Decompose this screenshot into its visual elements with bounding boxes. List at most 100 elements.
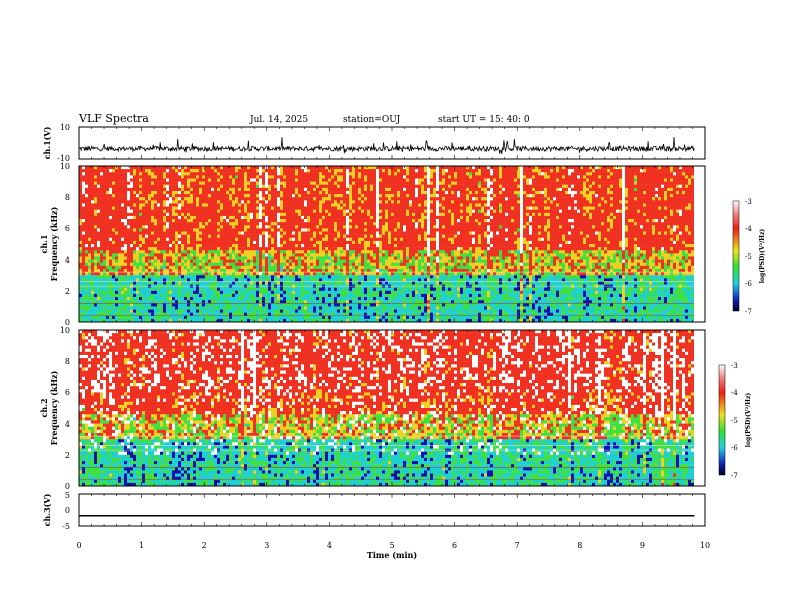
spectrogram-cell: [187, 256, 190, 259]
spectrogram-cell: [121, 225, 124, 228]
spectrogram-cell: [292, 210, 295, 213]
spectrogram-cell: [250, 228, 253, 231]
spectrogram-cell: [229, 213, 232, 216]
spectrogram-cell: [190, 213, 193, 216]
spectrogram-cell: [205, 175, 208, 178]
spectrogram-cell: [274, 256, 277, 259]
spectrogram-cell: [244, 281, 247, 284]
spectrogram-cell: [250, 238, 253, 241]
spectrogram-cell: [343, 216, 346, 219]
spectrogram-cell: [163, 225, 166, 228]
spectrogram-cell: [124, 303, 127, 306]
spectrogram-cell: [103, 207, 106, 210]
spectrogram-cell: [367, 213, 370, 216]
spectrogram-cell: [319, 288, 322, 291]
spectrogram-cell: [118, 191, 121, 194]
spectrogram-cell: [313, 303, 316, 306]
spectrogram-cell: [235, 294, 238, 297]
spectrogram-cell: [253, 188, 256, 191]
spectrogram-cell: [208, 303, 211, 306]
spectrogram-cell: [97, 294, 100, 297]
spectrogram-cell: [346, 225, 349, 228]
spectrogram-cell: [256, 306, 259, 309]
spectrogram-cell: [283, 228, 286, 231]
spectrogram-cell: [310, 294, 313, 297]
spectrogram-cell: [109, 250, 112, 253]
spectrogram-cell: [175, 188, 178, 191]
spectrogram-cell: [136, 303, 139, 306]
spectrogram-cell: [166, 178, 169, 181]
spectrogram-cell: [259, 247, 262, 250]
spectrogram-cell: [118, 291, 121, 294]
spectrogram-cell: [229, 281, 232, 284]
spectrogram-cell: [88, 203, 91, 206]
spectrogram-cell: [355, 191, 358, 194]
spectrogram-cell: [232, 238, 235, 241]
spectrogram-cell: [163, 250, 166, 253]
spectrogram-cell: [367, 250, 370, 253]
spectrogram-cell: [169, 197, 172, 200]
spectrogram-cell: [163, 306, 166, 309]
spectrogram-cell: [139, 303, 142, 306]
spectrogram-cell: [256, 303, 259, 306]
spectrogram-cell: [271, 210, 274, 213]
spectrogram-cell: [169, 310, 172, 313]
spectrogram-cell: [313, 256, 316, 259]
spectrogram-cell: [229, 238, 232, 241]
spectrogram-cell: [277, 306, 280, 309]
spectrogram-cell: [286, 316, 289, 319]
spectrogram-cell: [310, 303, 313, 306]
spectrogram-cell: [94, 256, 97, 259]
spectrogram-cell: [97, 219, 100, 222]
spectrogram-cell: [130, 266, 133, 269]
spectrogram-cell: [346, 238, 349, 241]
spectrogram-cell: [280, 185, 283, 188]
spectrogram-cell: [85, 247, 88, 250]
spectrogram-cell: [265, 272, 268, 275]
spectrogram-cell: [208, 247, 211, 250]
spectrogram-cell: [178, 185, 181, 188]
spectrogram-cell: [265, 275, 268, 278]
spectrogram-cell: [181, 235, 184, 238]
spectrogram-cell: [316, 200, 319, 203]
spectrogram-cell: [244, 256, 247, 259]
spectrogram-cell: [358, 247, 361, 250]
spectrogram-cell: [307, 260, 310, 263]
spectrogram-cell: [328, 216, 331, 219]
spectrogram-cell: [181, 294, 184, 297]
spectrogram-cell: [175, 172, 178, 175]
spectrogram-cell: [304, 188, 307, 191]
spectrogram-cell: [283, 191, 286, 194]
spectrogram-cell: [289, 303, 292, 306]
spectrogram-cell: [364, 194, 367, 197]
spectrogram-cell: [139, 222, 142, 225]
spectrogram-cell: [193, 207, 196, 210]
spectrogram-cell: [295, 263, 298, 266]
spectrogram-cell: [172, 232, 175, 235]
spectrogram-cell: [124, 172, 127, 175]
spectrogram-cell: [274, 241, 277, 244]
spectrogram-cell: [283, 253, 286, 256]
spectrogram-cell: [217, 175, 220, 178]
spectrogram-cell: [328, 297, 331, 300]
spectrogram-cell: [118, 316, 121, 319]
spectrogram-cell: [133, 266, 136, 269]
spectrogram-cell: [289, 241, 292, 244]
spectrogram-cell: [91, 197, 94, 200]
spectrogram-cell: [271, 216, 274, 219]
spectrogram-cell: [268, 238, 271, 241]
spectrogram-cell: [283, 182, 286, 185]
spectrogram-cell: [310, 219, 313, 222]
spectrogram-cell: [298, 197, 301, 200]
spectrogram-cell: [271, 244, 274, 247]
spectrogram-cell: [292, 244, 295, 247]
spectrogram-cell: [100, 272, 103, 275]
spectrogram-cell: [253, 222, 256, 225]
spectrogram-cell: [364, 213, 367, 216]
spectrogram-cell: [232, 310, 235, 313]
spectrogram-cell: [334, 306, 337, 309]
spectrogram-cell: [121, 260, 124, 263]
spectrogram-cell: [283, 288, 286, 291]
spectrogram-cell: [367, 182, 370, 185]
spectrogram-cell: [130, 172, 133, 175]
